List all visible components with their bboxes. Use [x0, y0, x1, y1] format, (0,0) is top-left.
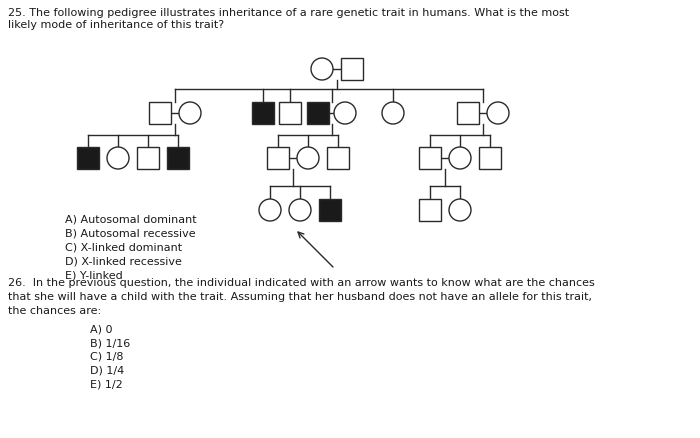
- Text: E) 1/2: E) 1/2: [90, 379, 122, 389]
- Text: A) 0: A) 0: [90, 323, 113, 333]
- Text: C) X-linked dominant: C) X-linked dominant: [65, 243, 182, 252]
- Circle shape: [289, 200, 311, 222]
- Text: C) 1/8: C) 1/8: [90, 351, 123, 361]
- Bar: [267, 148, 289, 170]
- Text: B) 1/16: B) 1/16: [90, 337, 130, 347]
- Text: 26.  In the previous question, the individual indicated with an arrow wants to k: 26. In the previous question, the indivi…: [8, 277, 595, 287]
- Circle shape: [334, 103, 356, 125]
- Circle shape: [311, 59, 333, 81]
- Bar: [419, 148, 441, 170]
- Bar: [319, 200, 341, 222]
- Circle shape: [449, 148, 471, 170]
- Bar: [457, 103, 479, 125]
- Circle shape: [107, 148, 129, 170]
- Text: D) X-linked recessive: D) X-linked recessive: [65, 256, 182, 266]
- Bar: [167, 148, 189, 170]
- Bar: [479, 148, 501, 170]
- Circle shape: [487, 103, 509, 125]
- Bar: [149, 103, 171, 125]
- Text: B) Autosomal recessive: B) Autosomal recessive: [65, 229, 195, 238]
- Text: D) 1/4: D) 1/4: [90, 365, 125, 375]
- Bar: [252, 103, 274, 125]
- Bar: [341, 59, 363, 81]
- Text: that she will have a child with the trait. Assuming that her husband does not ha: that she will have a child with the trai…: [8, 291, 592, 301]
- Text: E) Y-linked: E) Y-linked: [65, 270, 122, 280]
- Circle shape: [449, 200, 471, 222]
- Bar: [279, 103, 301, 125]
- Bar: [327, 148, 349, 170]
- Bar: [137, 148, 159, 170]
- Circle shape: [179, 103, 201, 125]
- Text: A) Autosomal dominant: A) Autosomal dominant: [65, 215, 197, 225]
- Text: the chances are:: the chances are:: [8, 305, 101, 315]
- Text: 25. The following pedigree illustrates inheritance of a rare genetic trait in hu: 25. The following pedigree illustrates i…: [8, 8, 569, 29]
- Bar: [77, 148, 99, 170]
- Bar: [307, 103, 329, 125]
- Circle shape: [259, 200, 281, 222]
- Circle shape: [382, 103, 404, 125]
- Circle shape: [297, 148, 319, 170]
- Bar: [419, 200, 441, 222]
